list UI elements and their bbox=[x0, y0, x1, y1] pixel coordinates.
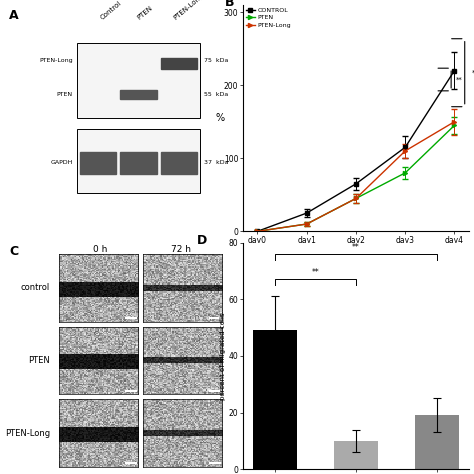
Text: control: control bbox=[21, 283, 50, 292]
Text: GAPDH: GAPDH bbox=[50, 160, 73, 165]
Text: 0 h: 0 h bbox=[93, 245, 107, 254]
Text: 37  kDa: 37 kDa bbox=[204, 160, 228, 165]
Bar bbox=[253, 330, 297, 469]
Bar bbox=[334, 441, 378, 469]
Text: 72 h: 72 h bbox=[172, 245, 191, 254]
Text: B: B bbox=[225, 0, 234, 9]
Text: PTEN: PTEN bbox=[28, 356, 50, 365]
Bar bbox=[415, 415, 459, 469]
Text: C: C bbox=[9, 245, 18, 258]
Bar bbox=[80, 152, 116, 174]
Bar bbox=[77, 129, 200, 193]
Text: A: A bbox=[9, 9, 19, 22]
Text: **: ** bbox=[472, 70, 474, 76]
Text: PTEN: PTEN bbox=[136, 4, 154, 20]
Text: Control: Control bbox=[100, 0, 123, 20]
Text: 75  kDa: 75 kDa bbox=[204, 58, 228, 63]
Legend: CONTROL, PTEN, PTEN-Long: CONTROL, PTEN, PTEN-Long bbox=[246, 8, 292, 28]
Text: PTEN-Long: PTEN-Long bbox=[173, 0, 205, 20]
Y-axis label: %: % bbox=[216, 113, 225, 123]
Bar bbox=[120, 152, 156, 174]
Text: D: D bbox=[197, 234, 208, 246]
Y-axis label: percent of migrated cells: percent of migrated cells bbox=[220, 312, 226, 400]
Text: PTEN-Long: PTEN-Long bbox=[5, 428, 50, 438]
Bar bbox=[120, 90, 156, 100]
Text: **: ** bbox=[312, 268, 319, 277]
Bar bbox=[161, 152, 197, 174]
Bar bbox=[161, 58, 197, 69]
Text: 55  kDa: 55 kDa bbox=[204, 92, 228, 97]
Text: PTEN-Long: PTEN-Long bbox=[39, 58, 73, 63]
Text: **: ** bbox=[456, 76, 463, 82]
Text: PTEN: PTEN bbox=[56, 92, 73, 97]
Text: **: ** bbox=[352, 243, 360, 252]
Bar bbox=[77, 43, 200, 118]
